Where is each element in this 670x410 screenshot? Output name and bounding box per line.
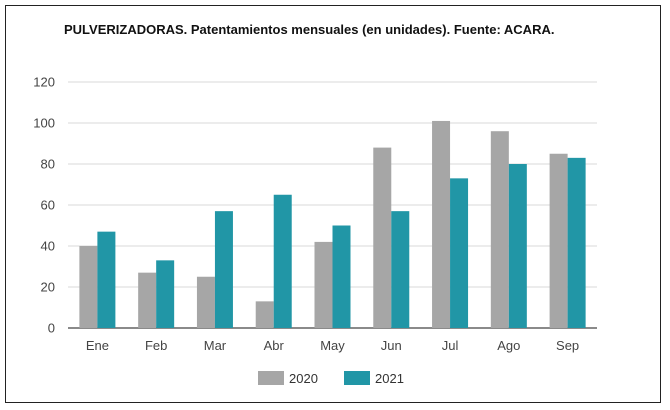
legend-label: 2020: [289, 371, 318, 386]
bar-2020-ene: [79, 246, 98, 328]
bar-2021-mar: [214, 211, 233, 328]
bar-2021-ago: [508, 164, 527, 328]
legend-label: 2021: [375, 371, 404, 386]
x-tick-label: Sep: [556, 338, 579, 353]
bar-2020-ago: [490, 131, 509, 328]
legend-swatch-2021: [344, 371, 370, 385]
x-tick-label: Abr: [264, 338, 285, 353]
x-tick-label: Ene: [86, 338, 109, 353]
bar-2020-jul: [432, 120, 451, 328]
x-tick-label: Feb: [145, 338, 167, 353]
chart-title: PULVERIZADORAS. Patentamientos mensuales…: [64, 22, 555, 37]
bar-2020-jun: [373, 147, 392, 328]
bar-2021-may: [332, 225, 351, 328]
y-tick-label: 40: [41, 239, 55, 254]
x-axis-ticks: Ene Feb Mar Abr May Jun Jul Ago Sep: [86, 338, 579, 353]
x-tick-label: Ago: [497, 338, 520, 353]
y-tick-label: 120: [33, 75, 55, 90]
bar-2020-sep: [549, 153, 568, 328]
bar-2020-mar: [196, 276, 215, 328]
y-axis-ticks: 0 20 40 60 80 100 120: [33, 75, 55, 336]
y-tick-label: 0: [48, 321, 55, 336]
x-tick-label: Jul: [442, 338, 459, 353]
bar-2021-feb: [156, 260, 175, 328]
bars: [79, 120, 586, 328]
y-tick-label: 100: [33, 116, 55, 131]
bar-2020-abr: [255, 301, 274, 328]
bar-2021-jun: [391, 211, 410, 328]
x-tick-label: Mar: [204, 338, 227, 353]
bar-2021-sep: [567, 157, 586, 328]
legend-swatch-2020: [258, 371, 284, 385]
bar-2020-may: [314, 241, 333, 328]
bar-2021-abr: [273, 194, 292, 328]
x-tick-label: Jun: [381, 338, 402, 353]
y-tick-label: 20: [41, 280, 55, 295]
legend: 2020 2021: [258, 371, 404, 386]
bar-2021-jul: [450, 178, 469, 328]
x-tick-label: May: [320, 338, 345, 353]
bar-2020-feb: [138, 272, 157, 328]
bar-2021-ene: [97, 231, 116, 328]
y-tick-label: 80: [41, 157, 55, 172]
y-tick-label: 60: [41, 198, 55, 213]
